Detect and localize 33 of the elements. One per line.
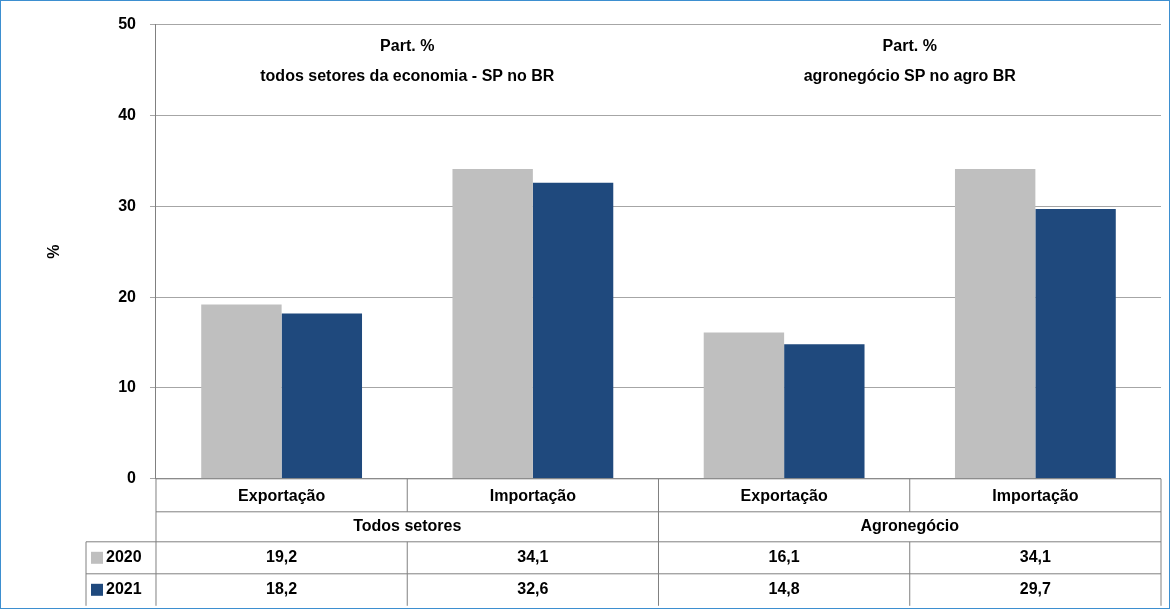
x-tick-label: Exportação	[740, 486, 828, 504]
annotation: Part. % todos setores da economia - SP no BR	[260, 37, 555, 85]
bar	[452, 169, 533, 479]
y-axis-title: %	[45, 244, 63, 259]
y-tick-label: 50	[118, 15, 137, 33]
annotation: Part. % agronegócio SP no agro BR	[803, 37, 1017, 85]
data-label: 18,2	[266, 580, 298, 598]
data-label: 14,8	[768, 580, 800, 598]
text: Agronegócio	[860, 517, 960, 535]
text: Todos setores	[353, 517, 462, 535]
legend-label: 2020	[106, 548, 142, 566]
y-tick-label: 0	[127, 469, 137, 487]
bar	[784, 344, 865, 479]
legend-label: 2021	[106, 580, 142, 598]
y-tick-label: 40	[118, 105, 137, 123]
data-label: 16,1	[768, 548, 800, 566]
bar	[201, 304, 282, 479]
y-tick-label: 30	[118, 196, 137, 214]
bar	[703, 332, 785, 479]
data-label: 19,2	[266, 548, 298, 566]
data-label: 32,6	[517, 580, 549, 598]
y-tick-label: 10	[118, 378, 137, 396]
y-tick-label: 20	[118, 287, 137, 305]
bar	[954, 169, 1036, 479]
x-tick-label: Importação	[489, 486, 577, 504]
x-tick-label: Exportação	[238, 486, 326, 504]
bar	[281, 313, 363, 479]
data-label: 29,7	[1019, 580, 1052, 598]
bar	[532, 182, 614, 479]
data-label: 34,1	[1019, 548, 1052, 566]
bar	[1035, 209, 1116, 479]
x-tick-label: Importação	[992, 486, 1079, 504]
data-label: 34,1	[517, 548, 549, 566]
